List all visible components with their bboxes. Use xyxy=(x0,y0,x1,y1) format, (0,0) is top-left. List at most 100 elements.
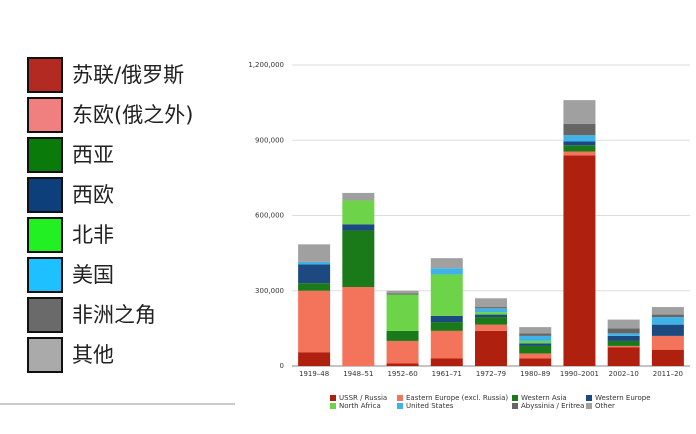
bar-segment xyxy=(430,258,463,269)
bar-segment xyxy=(298,264,331,284)
bar-segment xyxy=(386,294,419,331)
bar-segment xyxy=(563,155,596,366)
legend-swatch xyxy=(397,395,403,401)
x-tick-label: 2011–20 xyxy=(653,370,683,378)
bar-segment xyxy=(342,200,375,225)
legend-swatch xyxy=(330,403,336,409)
legend-swatch xyxy=(27,177,63,213)
legend-swatch xyxy=(27,97,63,133)
y-tick-label: 900,000 xyxy=(255,136,284,144)
bar-segment xyxy=(430,330,463,359)
bar-segment xyxy=(519,358,552,366)
legend-swatch xyxy=(586,395,592,401)
x-tick-label: 1972–79 xyxy=(476,370,506,378)
bar-segment xyxy=(430,268,463,275)
legend-label: 东欧(俄之外) xyxy=(72,103,193,127)
legend-swatch xyxy=(27,257,63,293)
bar-segment xyxy=(651,307,684,315)
legend-label: 西亚 xyxy=(72,143,114,167)
bar-segment xyxy=(519,353,552,359)
legend-label: 苏联/俄罗斯 xyxy=(72,63,184,87)
bar-segment xyxy=(519,343,552,346)
legend-swatch xyxy=(512,395,518,401)
legend-swatch xyxy=(27,57,63,93)
bar-segment xyxy=(342,192,375,201)
bar-segment xyxy=(607,333,640,336)
bar-segment xyxy=(298,261,331,265)
bar-segment xyxy=(475,324,507,331)
bar-segment xyxy=(430,358,463,366)
y-tick-label: 600,000 xyxy=(255,212,284,220)
legend-label: 非洲之角 xyxy=(72,303,156,327)
y-tick-label: 1,200,000 xyxy=(248,61,284,69)
bar-segment xyxy=(430,274,463,316)
bar-segment xyxy=(563,100,596,124)
bar-segment xyxy=(607,345,640,348)
x-tick-label: 1990–2001 xyxy=(560,370,599,378)
legend-label: USSR / Russia xyxy=(339,394,387,402)
bar-segment xyxy=(651,317,684,325)
bar-segment xyxy=(563,135,596,142)
legend-label: Abyssinia / Eritrea xyxy=(521,402,584,410)
bar-segment xyxy=(563,141,596,146)
bar-segment xyxy=(475,317,507,325)
bar-segment xyxy=(298,290,331,353)
legend-swatch xyxy=(27,137,63,173)
bar-segment xyxy=(298,352,331,366)
bar-segment xyxy=(386,363,419,366)
legend-label: Eastern Europe (excl. Russia) xyxy=(406,394,508,402)
bar-segment xyxy=(430,315,463,323)
bar-segment xyxy=(607,347,640,366)
bar-segment xyxy=(651,335,684,350)
legend-label: 美国 xyxy=(72,263,114,287)
bar-segment xyxy=(519,333,552,336)
bar-segment xyxy=(475,312,507,315)
bar-segment xyxy=(651,349,684,366)
x-tick-label: 1948–51 xyxy=(343,370,373,378)
legend-swatch xyxy=(586,403,592,409)
legend-swatch xyxy=(512,403,518,409)
legend-swatch xyxy=(27,337,63,373)
bar-segment xyxy=(475,307,507,309)
legend-swatch xyxy=(397,403,403,409)
bar-segment xyxy=(386,340,419,364)
legend-label: 其他 xyxy=(72,343,114,367)
bar-segment xyxy=(475,330,507,366)
bar-segment xyxy=(607,328,640,334)
y-tick-label: 300,000 xyxy=(255,287,284,295)
bar-segment xyxy=(651,324,684,336)
bar-segment xyxy=(519,335,552,341)
legend-label: Other xyxy=(595,402,615,410)
legend-swatch xyxy=(27,217,63,253)
bar-segment xyxy=(475,314,507,318)
bar-segment xyxy=(298,283,331,291)
bar-segment xyxy=(607,335,640,341)
bar-segment xyxy=(298,244,331,262)
x-tick-label: 2002–10 xyxy=(609,370,639,378)
bar-segment xyxy=(519,345,552,354)
bar-segment xyxy=(342,230,375,287)
legend-swatch xyxy=(27,297,63,333)
bar-segment xyxy=(651,314,684,318)
bar-segment xyxy=(475,298,507,308)
bar-segment xyxy=(563,145,596,152)
bar-segment xyxy=(386,290,419,294)
bar-segment xyxy=(475,308,507,313)
legend-swatch xyxy=(330,395,336,401)
x-tick-label: 1980–89 xyxy=(520,370,550,378)
legend-label: United States xyxy=(406,402,454,410)
x-tick-label: 1961–71 xyxy=(432,370,462,378)
y-tick-label: 0 xyxy=(280,362,284,370)
legend-label: North Africa xyxy=(339,402,381,410)
bar-segment xyxy=(563,151,596,156)
legend-label: Western Asia xyxy=(521,394,567,402)
legend-label: 西欧 xyxy=(72,183,114,207)
bar-segment xyxy=(519,327,552,334)
legend-label: 北非 xyxy=(72,223,114,247)
bar-segment xyxy=(607,340,640,346)
bar-segment xyxy=(342,224,375,231)
bar-segment xyxy=(386,330,419,341)
x-tick-label: 1919–48 xyxy=(299,370,329,378)
bar-segment xyxy=(342,286,375,366)
